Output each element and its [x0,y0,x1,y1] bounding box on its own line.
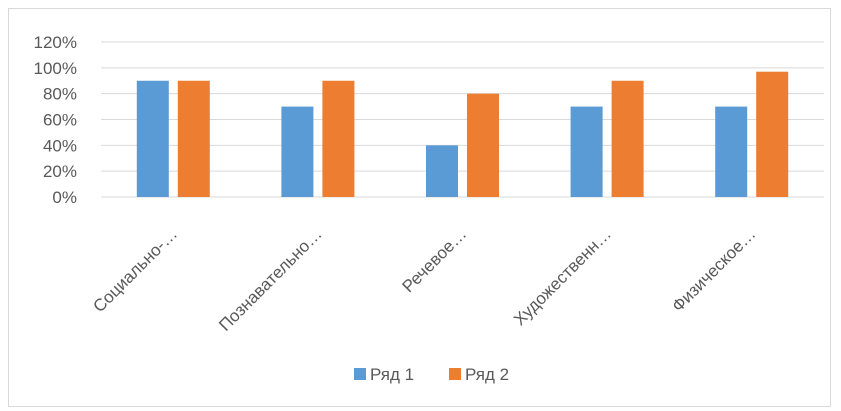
category-label: Речевое… [399,224,471,296]
bar-2-5 [756,71,789,197]
y-tick-label: 0% [52,188,77,207]
legend: Ряд 1 Ряд 2 [354,365,509,384]
y-tick-label: 60% [43,111,77,130]
bar-1-2 [281,106,314,197]
y-tick-label: 80% [43,85,77,104]
category-label: Физическое… [668,224,759,315]
x-axis-categories: Социально-… Познавательно… Речевое… Художес… [89,224,759,334]
bar-2-1 [177,80,210,197]
category-label: Социально-… [89,224,181,316]
y-tick-label: 20% [43,162,77,181]
gridlines [101,41,824,198]
legend-label: Ряд 2 [465,365,509,384]
bar-1-3 [426,145,458,197]
bar-2-3 [467,93,499,197]
y-tick-label: 40% [43,136,77,155]
bar-1-5 [715,106,748,197]
y-tick-label: 100% [34,59,77,78]
bar-1-4 [570,106,603,197]
category-label: Познавательно… [215,224,325,334]
bar-2-4 [611,80,644,197]
legend-label: Ряд 1 [370,365,414,384]
category-label: Художественн… [510,224,615,329]
legend-swatch [354,368,366,380]
y-tick-label: 120% [34,33,77,52]
bar-1-1 [136,80,169,197]
bars [136,71,789,197]
chart-frame: 0% 20% 40% 60% 80% 100% 120% Социально-… Познав… [8,8,831,407]
bar-chart: 0% 20% 40% 60% 80% 100% 120% Социально-… Познав… [34,33,824,384]
legend-swatch [449,368,461,380]
y-axis-ticks: 0% 20% 40% 60% 80% 100% 120% [34,33,77,207]
bar-2-2 [322,80,355,197]
